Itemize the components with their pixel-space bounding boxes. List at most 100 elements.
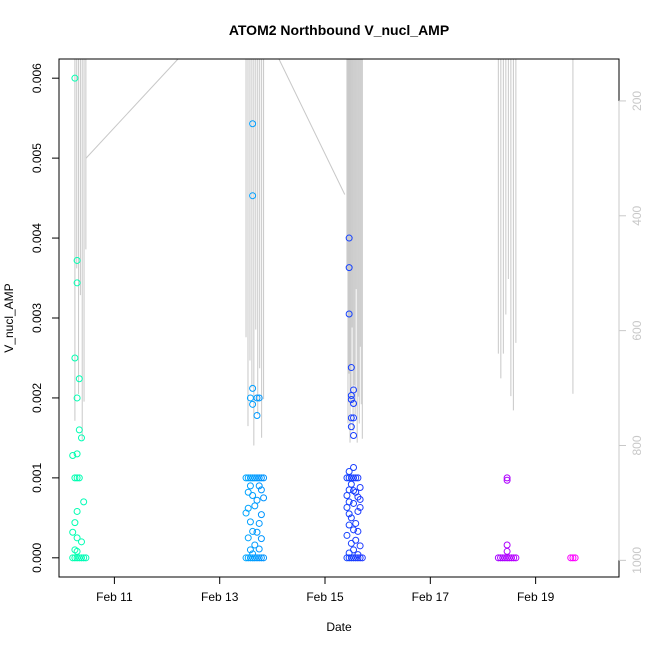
data-point [71,519,79,527]
data-point [249,554,257,562]
data-point [350,414,358,422]
data-point [69,451,77,459]
data-point [356,483,364,491]
data-point [257,554,265,562]
data-point [251,502,259,510]
y-tick-label: 0.001 [30,463,44,493]
right-tick-label: 800 [630,435,644,455]
right-tick-label: 200 [630,91,644,111]
data-point [510,554,518,562]
data-point [246,518,254,526]
data-point [251,541,259,549]
data-point [347,514,355,522]
y-axis: 0.000 0.001 0.002 0.003 0.004 0.005 0.006 [30,63,60,573]
data-point [75,426,83,434]
data-point [75,474,83,482]
data-point [503,476,511,484]
x-tick-label: Feb 11 [96,590,133,604]
data-point [350,463,358,471]
data-point [503,541,511,549]
data-point [257,474,265,482]
data-point [75,375,83,383]
data-point [244,474,252,482]
data-point [503,554,511,562]
data-point [356,503,364,511]
data-point [343,491,351,499]
data-point [73,279,81,287]
data-point [75,554,83,562]
data-point [345,521,353,529]
data-point [251,474,259,482]
data-point [246,482,254,490]
data-point [356,554,364,562]
data-point [255,545,263,553]
data-point [345,310,353,318]
data-point [343,503,351,511]
plot-frame [58,58,620,578]
data-point [350,487,358,495]
data-point [77,434,85,442]
data-point [255,554,263,562]
chart-title: ATOM2 Northbound V_nucl_AMP [229,22,449,38]
data-point [73,534,81,542]
data-point [350,499,358,507]
x-axis: Feb 11 Feb 13 Feb 15 Feb 17 Feb 19 [96,576,555,604]
y-tick-label: 0.006 [30,63,44,93]
data-point [249,527,257,535]
data-point [255,474,263,482]
data-point [354,493,362,501]
data-point [242,474,250,482]
data-point [257,511,265,519]
data-point [71,474,79,482]
data-point [249,120,257,128]
y-axis-label: V_nucl_AMP [2,283,16,352]
data-point [249,400,257,408]
data-point [260,554,268,562]
data-point [242,509,250,517]
data-point [501,554,509,562]
data-point [358,554,366,562]
data-point [73,554,81,562]
data-point [73,450,81,458]
data-point [352,519,360,527]
data-point [350,554,358,562]
data-point [244,534,252,542]
data-point [347,539,355,547]
data-point [347,364,355,372]
data-point [82,554,90,562]
data-point [253,474,261,482]
data-point [354,507,362,515]
data-point [251,554,259,562]
data-point [249,550,257,558]
data-point [249,474,257,482]
depth-connector-line [278,58,346,195]
data-point [80,498,88,506]
data-point [343,474,351,482]
data-point [249,491,257,499]
plot-border [58,58,620,578]
data-point [503,474,511,482]
data-point [571,554,579,562]
data-point [352,474,360,482]
data-point [499,554,507,562]
data-point [347,423,355,431]
data-point [246,394,254,402]
data-point [260,474,268,482]
data-point [253,394,261,402]
data-point [71,554,79,562]
data-point [350,400,358,408]
data-point [257,486,265,494]
y-tick-label: 0.000 [30,542,44,572]
data-point [246,546,254,554]
y-tick-label: 0.005 [30,143,44,173]
data-point [73,394,81,402]
data-point [350,432,358,440]
data-points [69,74,579,562]
data-point [350,526,358,534]
data-point [345,467,353,475]
data-point [347,414,355,422]
data-point [242,554,250,562]
depth-trace [74,58,574,446]
data-point [350,386,358,394]
y-tick-label: 0.002 [30,383,44,413]
